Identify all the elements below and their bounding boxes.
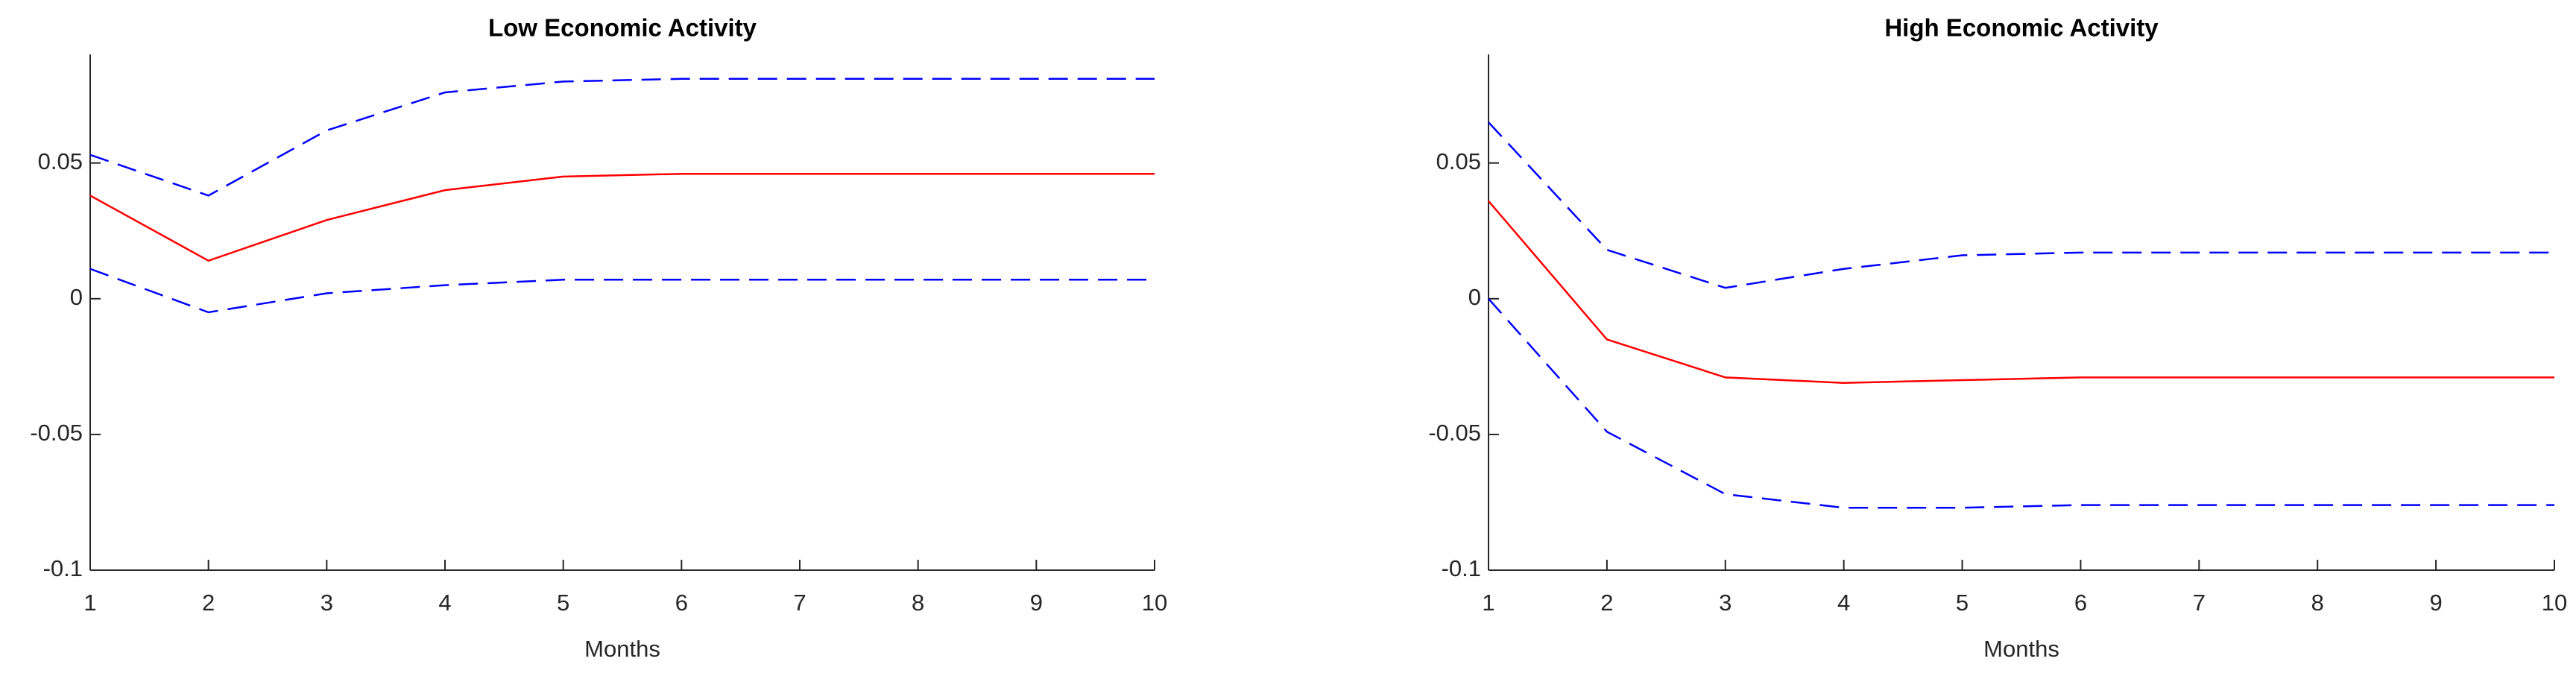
x-tick-label: 2 — [1600, 590, 1613, 616]
series-line — [89, 268, 1155, 314]
x-tick-label: 8 — [912, 590, 924, 616]
x-tick-label: 4 — [1837, 590, 1850, 616]
series-line — [89, 78, 1155, 197]
series-line — [1488, 121, 2554, 289]
chart-title: Low Economic Activity — [488, 14, 757, 42]
x-tick-label: 8 — [2311, 590, 2324, 616]
x-tick-label: 10 — [2542, 590, 2567, 616]
x-tick-label: 5 — [557, 590, 569, 616]
x-tick-label: 10 — [1142, 590, 1167, 616]
chart-title: High Economic Activity — [1884, 14, 2159, 42]
y-tick-label: 0.05 — [38, 148, 83, 174]
x-tick-label: 7 — [2193, 590, 2206, 616]
x-tick-label: 2 — [202, 590, 215, 616]
y-tick-label: -0.05 — [1428, 420, 1481, 446]
y-tick-label: -0.1 — [43, 555, 83, 581]
y-tick-label: 0.05 — [1436, 148, 1481, 174]
series-line — [89, 173, 1155, 262]
x-tick-label: 9 — [2429, 590, 2442, 616]
y-tick-label: 0 — [70, 284, 83, 310]
x-tick-label: 1 — [83, 590, 96, 616]
y-tick-label: -0.05 — [30, 420, 83, 446]
x-tick-label: 1 — [1482, 590, 1494, 616]
series-line — [1488, 297, 2554, 509]
x-tick-label: 6 — [675, 590, 688, 616]
x-tick-label: 3 — [1719, 590, 1731, 616]
chart-panel: Low Economic Activity Months -0.1 -0.05 0 0.0… — [30, 14, 1167, 662]
chart-panel: High Economic Activity Months -0.1 -0.05 0 0.… — [1428, 14, 2567, 662]
series-line — [1488, 200, 2554, 384]
x-tick-label: 4 — [438, 590, 451, 616]
x-axis-label: Months — [584, 636, 660, 662]
x-tick-label: 3 — [321, 590, 333, 616]
x-tick-label: 7 — [793, 590, 806, 616]
x-tick-label: 9 — [1030, 590, 1043, 616]
x-axis-label: Months — [1983, 636, 2059, 662]
x-tick-label: 6 — [2074, 590, 2087, 616]
x-tick-label: 5 — [1956, 590, 1969, 616]
y-tick-label: -0.1 — [1442, 555, 1481, 581]
y-tick-label: 0 — [1468, 284, 1481, 310]
